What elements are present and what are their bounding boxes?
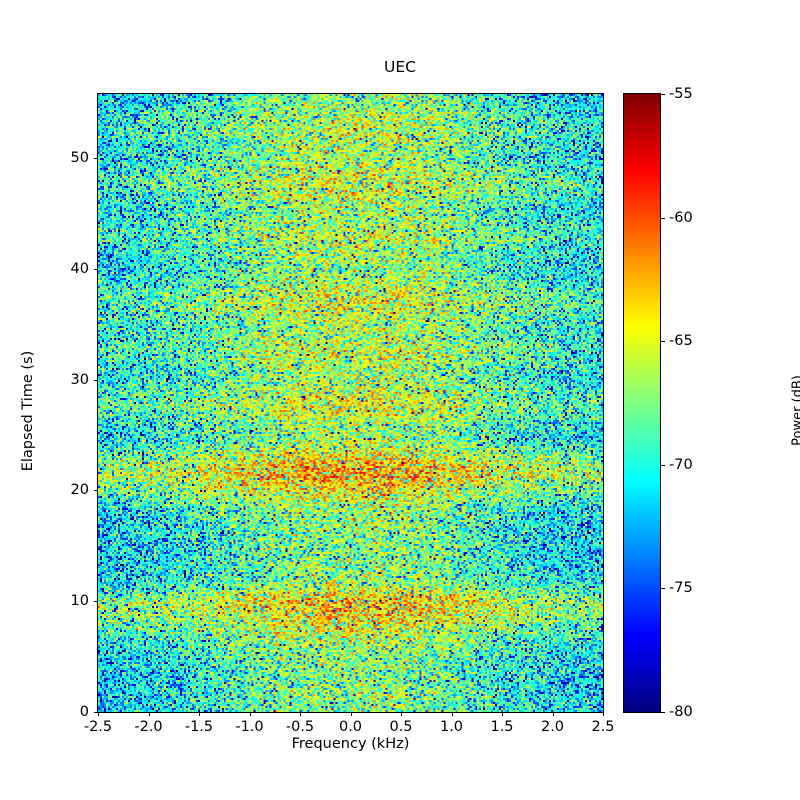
x-tick-label: -0.5 [285,719,315,735]
x-tick-label: -1.5 [184,719,214,735]
y-tick-mark [94,490,98,492]
x-axis-label: Frequency (kHz) [291,736,410,752]
x-tick-mark [401,712,402,716]
x-tick-mark [603,712,604,716]
x-tick-mark [451,712,453,716]
y-tick-mark [94,268,98,270]
y-tick-label: 30 [70,371,89,388]
colorbar-gradient [624,94,660,712]
colorbar-tick-mark [660,217,665,219]
x-tick-label: 0.0 [338,719,363,735]
colorbar-tick-mark [660,464,665,466]
y-tick-label: 10 [70,593,89,610]
x-tick-label: 0.5 [389,719,413,735]
y-tick-label: 20 [70,482,89,499]
y-tick-mark [94,158,98,160]
title-instrument: UEC [384,58,416,77]
colorbar-label: Power (dB) [790,375,800,446]
y-tick-label: 40 [70,260,89,277]
colorbar-tick-mark [660,588,665,590]
colorbar-tick-mark [660,94,665,95]
x-tick-label: 1.5 [490,719,514,735]
colorbar-tick-label: -65 [669,333,693,350]
colorbar-tick-label: -75 [669,580,693,597]
colorbar-tick-mark [660,341,665,343]
x-tick-label: 2.5 [591,719,615,735]
x-tick-label: -1.0 [235,719,264,735]
x-tick-label: 1.0 [439,719,464,735]
x-tick-mark [148,712,150,716]
x-tick-mark [502,712,503,716]
y-tick-mark [94,379,98,381]
y-tick-label: 0 [79,704,89,720]
spectrogram-plot-area[interactable] [97,93,604,713]
x-tick-mark [98,712,99,716]
y-axis-label: Elapsed Time (s) [20,350,36,472]
x-tick-label: 2.0 [540,719,565,735]
colorbar-tick-label: -55 [669,86,693,102]
colorbar-tick-label: -70 [669,456,693,473]
colorbar[interactable] [623,93,661,713]
y-tick-label: 50 [70,150,89,167]
x-tick-mark [552,712,554,716]
x-tick-mark [350,712,352,716]
x-tick-label: -2.0 [134,719,163,735]
x-tick-label: -2.5 [83,719,113,735]
y-tick-mark [94,712,98,713]
y-tick-mark [94,601,98,603]
colorbar-tick-label: -80 [669,704,693,720]
x-tick-mark [199,712,200,716]
x-tick-mark [249,712,251,716]
spectrogram-image [98,94,603,712]
colorbar-tick-label: -60 [669,209,693,226]
x-tick-mark [300,712,301,716]
colorbar-tick-mark [660,712,665,713]
